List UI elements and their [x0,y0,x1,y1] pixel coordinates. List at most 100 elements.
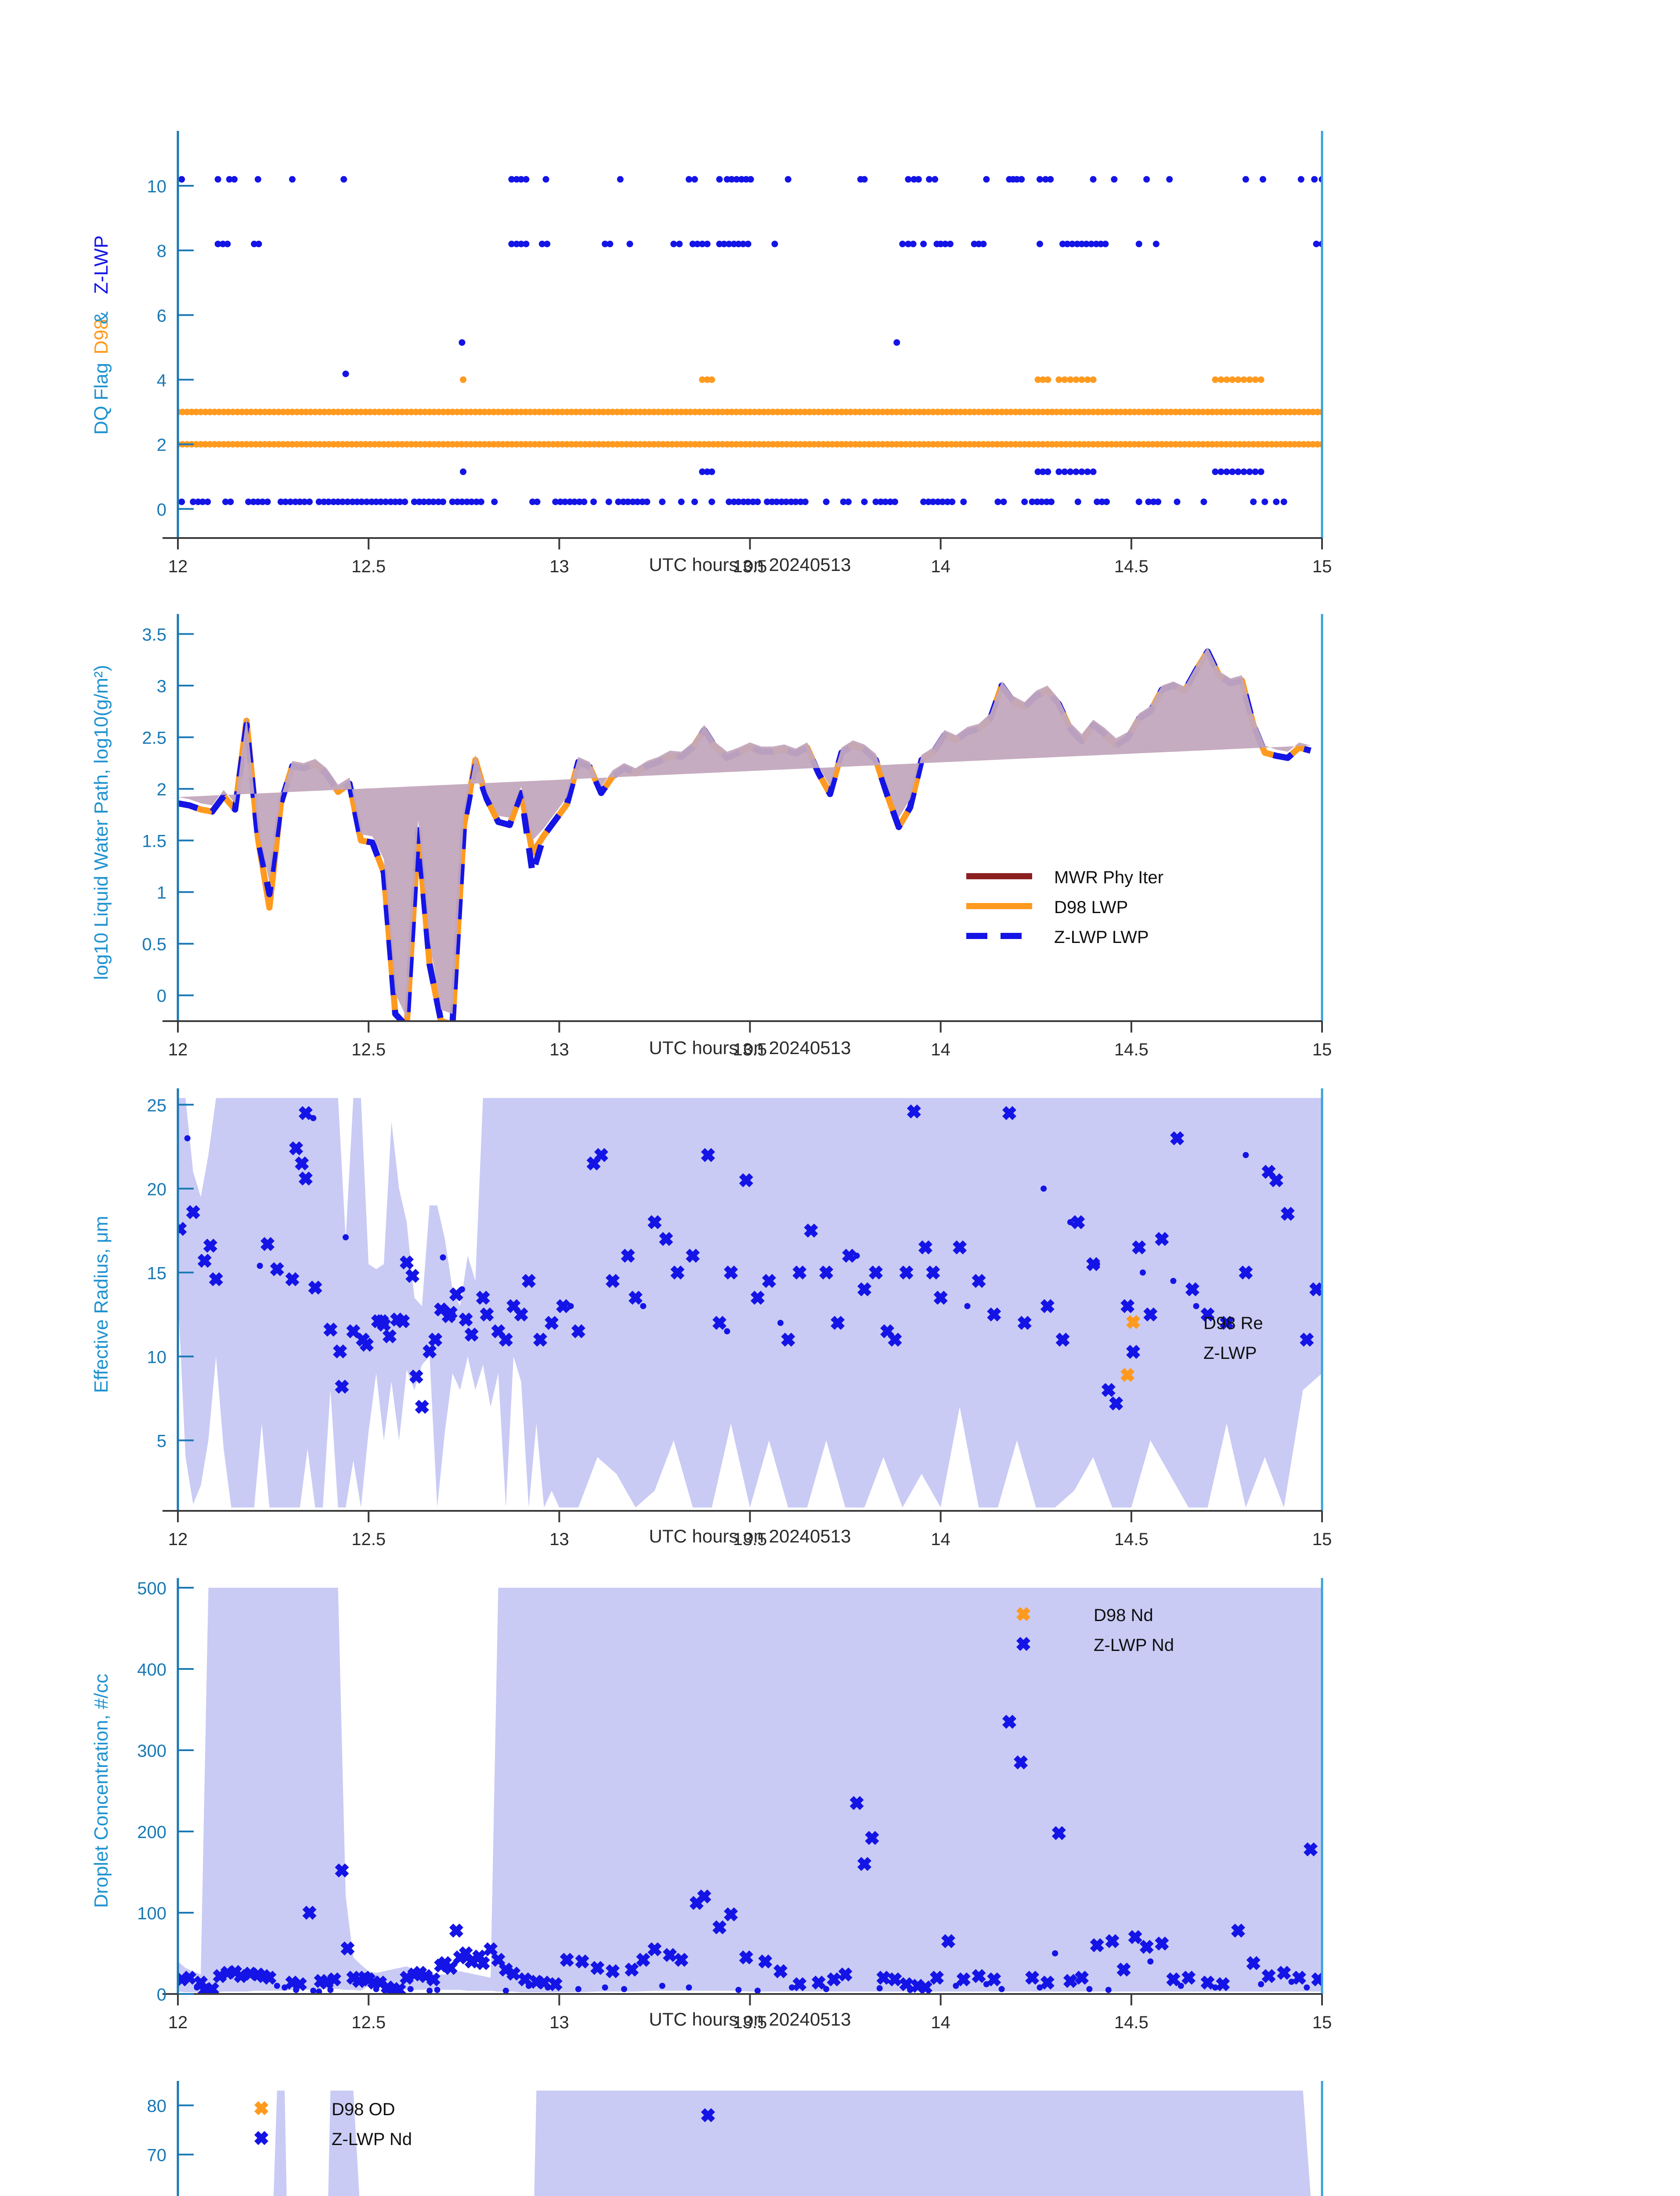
y-tick-label: 3 [157,677,166,696]
x-tick-label: 14.5 [1114,557,1149,576]
x-tick-label: 13 [549,1040,569,1059]
series-z-lwp-lwp [178,648,1311,1021]
y-tick-label: 3.5 [142,625,166,645]
legend-swatch-marker [1126,1315,1140,1329]
y-tick-label: 300 [137,1741,166,1761]
y-tick-label: 1.5 [142,832,166,851]
series-mwr-phy-iter [178,647,1311,1018]
x-tick-label: 15 [1312,1530,1332,1549]
uncertainty-band [178,1098,1322,1508]
y-tick-label: 2 [157,780,166,799]
series-z-lwp [178,1104,1322,1414]
y-tick-label: 0.5 [142,935,166,954]
y-axis-label: DQ Flag D98 & Z-LWP [90,235,112,435]
y-tick-label: 100 [137,1904,166,1923]
x-tick-label: 12 [168,557,188,576]
legend: D98 Nd Z-LWP Nd [1016,1606,1174,1655]
legend-swatch-marker [254,2131,268,2145]
x-tick-label: 12 [168,1530,188,1549]
x-tick-label: 14 [931,1530,950,1549]
svg-text:log10 Liquid Water Path, log10: log10 Liquid Water Path, log10(g/m²) [90,665,112,980]
x-tick-label: 14.5 [1114,2013,1149,2032]
y-tick-label: 8 [157,242,166,261]
y-tick-label: 4 [157,371,166,390]
x-tick-label: 13.5 [733,1040,767,1059]
legend-label: Z-LWP Nd [1094,1636,1174,1655]
y-tick-label: 500 [137,1579,166,1598]
series-z-lwp-dq-flag-level-1 [460,468,1265,475]
legend: D98 Re Z-LWP [1126,1314,1263,1363]
legend-label: MWR Phy Iter [1054,868,1163,887]
series-z-lwp-small-dots [194,1950,1310,1994]
series-z-lwp-dq-flag-level-10 [178,176,1322,183]
x-tick-label: 15 [1312,2013,1332,2032]
x-tick-label: 14 [931,2013,950,2032]
series-z-lwp-dq-flag-level-0 [178,498,1287,506]
legend-swatch-marker [1016,1637,1030,1651]
series-z-lwp-nd [701,2108,715,2123]
series-d98-dq-flag-level-2 [178,441,1322,448]
series-d98-re [1120,1368,1135,1382]
y-tick-label: 2.5 [142,729,166,748]
legend: MWR Phy Iter D98 LWP Z-LWP LWP [966,868,1163,947]
x-tick-label: 12.5 [351,557,386,576]
x-tick-label: 12.5 [351,1040,386,1059]
legend-label: D98 LWP [1054,898,1128,917]
x-tick-label: 14.5 [1114,1530,1149,1549]
x-tick-label: 12 [168,1040,188,1059]
y-axis-label-part: & [90,311,112,324]
y-tick-label: 200 [137,1823,166,1842]
legend-label: D98 Re [1203,1314,1263,1333]
y-axis-label: log10 Liquid Water Path, log10(g/m²) [90,665,112,980]
x-tick-label: 13 [549,557,569,576]
svg-text:Droplet Concentration, #/cc: Droplet Concentration, #/cc [90,1674,112,1908]
y-tick-label: 2 [157,436,166,455]
y-axis-label-part: D98 [90,319,112,354]
y-tick-label: 400 [137,1660,166,1680]
x-tick-label: 13.5 [733,2013,767,2032]
y-tick-label: 80 [147,2097,167,2116]
y-tick-label: 0 [157,500,166,520]
legend-label: D98 OD [332,2100,395,2119]
y-tick-label: 10 [147,177,167,196]
y-tick-label: 15 [147,1264,167,1283]
y-tick-label: 6 [157,306,166,325]
y-tick-label: 70 [147,2146,167,2165]
series-z-lwp-dq-flag-level-8 [214,240,1322,247]
x-tick-label: 15 [1312,1040,1332,1059]
series-z-lwp-small-dots [184,1115,1249,1335]
plot-area [178,1588,1322,1994]
legend: D98 OD Z-LWP Nd [254,2100,412,2149]
y-tick-label: 0 [157,986,166,1006]
y-axis-label: Droplet Concentration, #/cc [90,1674,112,1908]
series-d98-dq-flag-level-4 [460,376,1265,383]
x-axis-label: UTC hours on 20240513 [649,554,851,575]
legend-swatch-marker [254,2101,268,2115]
x-tick-label: 13.5 [733,1530,767,1549]
x-axis-label: UTC hours on 20240513 [649,1526,851,1546]
series-d98-lwp [178,648,1311,1021]
series-z-lwp-nd [178,1715,1322,1994]
x-tick-label: 15 [1312,557,1332,576]
x-tick-label: 12.5 [351,1530,386,1549]
y-axis-label-part: DQ Flag [90,363,112,435]
series-z-lwp-dq-flag-level-5 [459,339,900,346]
y-tick-label: 1 [157,883,166,903]
x-tick-label: 13 [549,1530,569,1549]
y-tick-label: 20 [147,1180,167,1199]
legend-swatch-marker [1016,1607,1030,1621]
y-axis-label-part: Z-LWP [90,235,112,294]
series-z-lwp-dq-flag-level-4 [342,370,349,377]
y-tick-label: 10 [147,1347,167,1367]
y-tick-label: 5 [157,1432,166,1451]
plot-area [178,647,1311,1021]
x-axis-label: UTC hours on 20240513 [649,1037,851,1058]
legend-label: D98 Nd [1094,1606,1153,1625]
plot-area [178,1098,1322,1508]
y-tick-label: 0 [157,1985,166,2005]
x-tick-label: 14 [931,557,950,576]
x-tick-label: 13.5 [733,557,767,576]
x-tick-label: 14 [931,1040,950,1059]
svg-text:Effective Radius, μm: Effective Radius, μm [90,1216,112,1393]
